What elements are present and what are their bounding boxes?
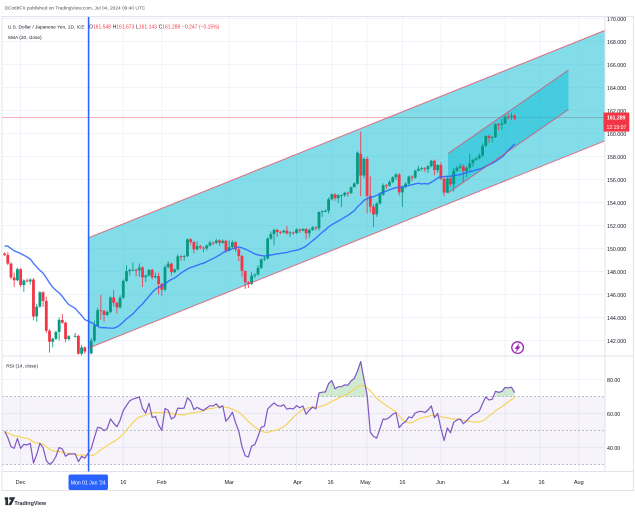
svg-text:156.000: 156.000 [607, 178, 626, 184]
svg-text:142.000: 142.000 [607, 339, 626, 345]
svg-text:144.000: 144.000 [607, 316, 626, 322]
svg-text:Aug: Aug [574, 480, 584, 486]
svg-text:Jul: Jul [502, 480, 509, 486]
svg-text:Mar: Mar [224, 480, 234, 486]
svg-text:148.000: 148.000 [607, 270, 626, 276]
svg-text:Mon 01 Jan '24: Mon 01 Jan '24 [71, 480, 106, 486]
svg-text:158.000: 158.000 [607, 155, 626, 161]
svg-text:16: 16 [538, 480, 544, 486]
svg-text:80.00: 80.00 [607, 378, 620, 384]
svg-text:SMA (20, close): SMA (20, close) [8, 35, 42, 41]
svg-text:60.00: 60.00 [607, 412, 620, 418]
svg-text:16: 16 [399, 480, 405, 486]
svg-text:Jun: Jun [436, 480, 445, 486]
svg-text:164.000: 164.000 [607, 86, 626, 92]
svg-text:162.000: 162.000 [607, 109, 626, 115]
svg-text:Apr: Apr [293, 480, 302, 486]
svg-text:16: 16 [327, 480, 333, 486]
svg-text:170.000: 170.000 [607, 17, 626, 23]
svg-text:166.000: 166.000 [607, 63, 626, 69]
svg-text:TradingView: TradingView [14, 501, 46, 507]
svg-text:150.000: 150.000 [607, 247, 626, 253]
svg-text:160.000: 160.000 [607, 132, 626, 138]
svg-text:Feb: Feb [157, 480, 166, 486]
svg-text:40.00: 40.00 [607, 446, 620, 452]
svg-text:May: May [360, 480, 371, 486]
svg-text:152.000: 152.000 [607, 224, 626, 230]
svg-text:146.000: 146.000 [607, 293, 626, 299]
svg-text:161.289: 161.289 [607, 116, 626, 122]
svg-text:Dec: Dec [16, 480, 26, 486]
svg-text:16: 16 [120, 480, 126, 486]
svg-text:U.S. Dollar / Japanese Yen, 1D: U.S. Dollar / Japanese Yen, 1D, ICE [8, 24, 85, 30]
svg-text:154.000: 154.000 [607, 201, 626, 207]
svg-text:DCottlrFX published on Trading: DCottlrFX published on TradingView.com, … [5, 5, 146, 11]
svg-text:168.000: 168.000 [607, 40, 626, 46]
svg-text:12:19:07: 12:19:07 [607, 125, 627, 131]
svg-text:RSI (14, close): RSI (14, close) [6, 363, 38, 369]
